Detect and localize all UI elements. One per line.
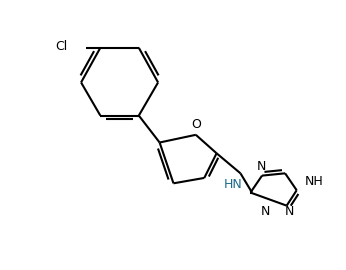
Text: O: O — [191, 118, 201, 131]
Text: NH: NH — [304, 174, 323, 187]
Text: Cl: Cl — [56, 40, 68, 53]
Text: N: N — [261, 205, 271, 218]
Text: N: N — [257, 160, 266, 173]
Text: HN: HN — [223, 178, 242, 191]
Text: N: N — [284, 205, 294, 218]
